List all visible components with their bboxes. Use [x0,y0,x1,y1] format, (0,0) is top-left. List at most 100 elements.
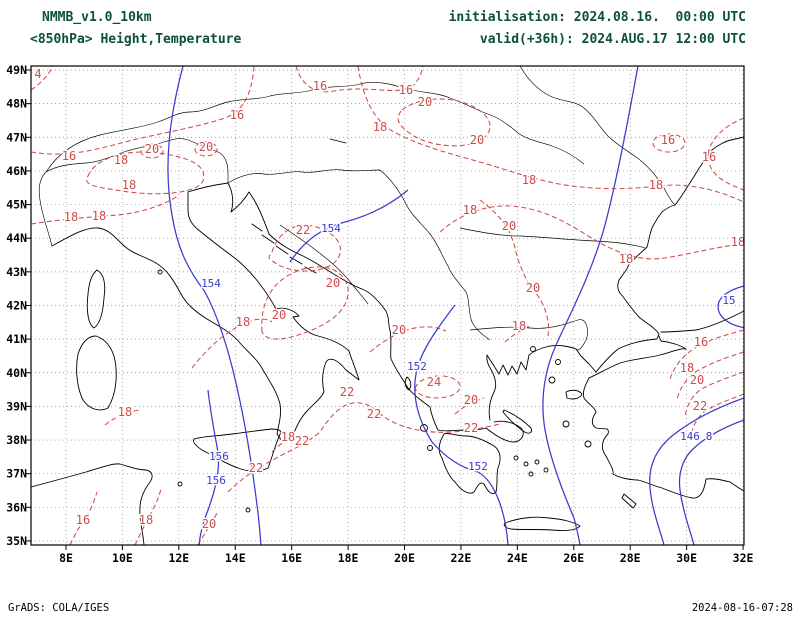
lon-label: 8E [59,551,73,565]
axis-labels: 8E 10E 12E 14E 16E 18E 20E 22E 24E 26E 28E 30E 32E 49… [6,63,753,565]
temp-contour-18-anatolia [676,351,744,401]
lon-label: 28E [620,551,641,565]
temperature-contour-label: 16 [694,335,708,349]
temp-contour-20-greece [454,397,485,415]
temperature-contour-label: 20 [326,276,340,290]
temp-contour-18-italy-mid [191,318,273,369]
height-contour-150-east [542,66,639,545]
lon-label: 14E [225,551,246,565]
temperature-contour-label: 16 [62,149,76,163]
border-central-europe [45,82,585,173]
temperature-contour-label: 4 [34,67,41,81]
temp-contour-22-anatolia [690,393,744,441]
temperature-contour-label: 20 [272,308,286,322]
height-contours [167,66,744,545]
border-danube [459,227,646,249]
lon-label: 20E [394,551,415,565]
coastline-marmara-blacksea-west [595,136,744,373]
temp-contour-18-sw [134,488,162,545]
temp-contour-20-east [479,199,549,337]
height-contour-label: 152 [407,360,427,373]
island-rhodes [621,493,637,509]
lat-label: 41N [6,332,27,346]
height-contour-148 [678,419,744,545]
temperature-contour-label: 20 [202,517,216,531]
temp-contour-20-adriatic-ring [261,266,349,340]
temp-contour-16-sw [69,491,98,545]
temp-contour-22-long [227,402,501,493]
height-contour-labels: 154 154 152 152 156 156 146 8 15 [200,221,738,489]
island-zakynthos [427,445,433,451]
lon-label: 32E [733,551,754,565]
lon-label: 16E [281,551,302,565]
island-crete [503,516,581,531]
temperature-contour-label: 18 [118,405,132,419]
coastline-attica [485,420,524,443]
lat-label: 48N [6,97,27,111]
island-cyclades-5 [528,471,534,477]
adriatic-islets [251,223,317,274]
map-area [31,66,744,545]
height-contour-label: 154 [201,277,221,290]
height-contour-150-edge [717,285,744,329]
temp-contour-18-long [357,66,744,203]
island-sicily [193,428,282,472]
temperature-contour-label: 16 [230,108,244,122]
border-pannonia-serbia [227,169,491,341]
temperature-contour-label: 16 [399,83,413,97]
border-alps [38,138,229,247]
island-corfu [404,376,412,391]
temp-contour-18-liguria [31,195,179,225]
temperature-contour-label: 20 [145,142,159,156]
temperature-contour-label: 16 [702,150,716,164]
height-contour-label: 156 [209,450,229,463]
height-contour-label: 146 [680,430,700,443]
temp-contour-18-macedonia [504,325,531,343]
temp-contour-16-top [295,66,424,93]
lat-label: 35N [6,534,27,548]
temperature-contour-label: 18 [92,209,106,223]
lon-label: 10E [112,551,133,565]
height-contour-label: 8 [706,430,713,443]
temperature-contour-label: 18 [64,210,78,224]
temp-contour-16-alps [31,66,255,155]
coastline-north-africa [31,463,153,545]
grid-lines [31,66,744,545]
lat-label: 47N [6,130,27,144]
temperature-contour-label: 20 [392,323,406,337]
coastline-marmara-south [588,335,687,379]
country-borders [38,66,676,351]
lat-label: 38N [6,433,27,447]
valid-time-label: valid(+36h): 2024.AUG.17 12:00 UTC [480,32,746,47]
temperature-contour-label: 24 [427,375,441,389]
height-contour-label: 152 [468,460,488,473]
coastline-euboea [502,409,532,434]
lon-label: 26E [563,551,584,565]
height-contour-146 [649,397,744,545]
height-contour-154-west [167,66,262,545]
lat-label: 45N [6,198,27,212]
temperature-contour-label: 22 [340,385,354,399]
island-cyclades-3 [534,459,540,465]
height-contour-label: 156 [206,474,226,487]
lat-label: 42N [6,298,27,312]
lon-label: 30E [676,551,697,565]
temp-contour-20-south-balkan [369,326,447,353]
coastline-italy [51,182,360,442]
creation-timestamp: 2024-08-16-07:28 [692,602,793,614]
field-title: <850hPa> Height,Temperature [30,32,241,47]
temperature-contour-label: 22 [249,461,263,475]
coastlines [31,136,744,545]
temp-contour-18-sardinia [104,409,141,426]
coastline-peloponnese [438,433,501,495]
coastline-east-greece [486,345,597,421]
temperature-contour-label: 22 [295,434,309,448]
coastline-turkey-blacksea [660,310,744,333]
island-pantelleria [177,481,183,487]
island-elba [157,269,163,275]
temp-contour-24-loop [414,375,461,399]
temperature-contour-label: 22 [296,223,310,237]
lat-label: 40N [6,366,27,380]
island-limnos [548,376,556,384]
